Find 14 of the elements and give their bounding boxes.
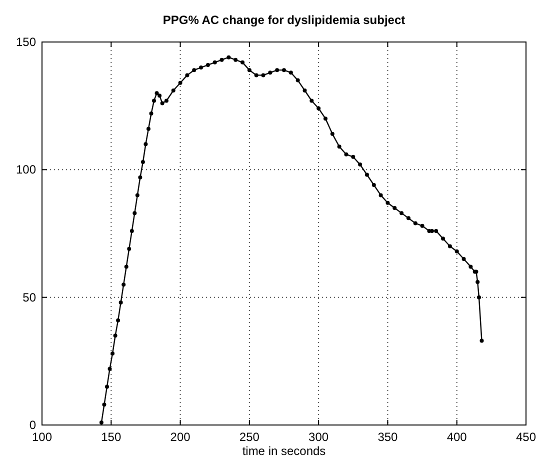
y-tick-label: 150 [16,35,36,49]
x-tick-label: 350 [378,430,398,444]
x-tick-label: 300 [308,430,329,444]
x-tick-label: 250 [239,430,260,444]
x-tick-label: 200 [170,430,191,444]
chart-title: PPG% AC change for dyslipidemia subject [162,13,406,27]
y-tick-label: 100 [16,162,36,177]
x-axis-title: time in seconds [242,444,326,458]
y-tick-label: 0 [29,418,36,432]
x-tick-label: 450 [516,430,536,444]
x-tick-label: 400 [446,430,468,444]
x-tick-label: 150 [101,430,122,444]
y-tick-label: 50 [22,290,36,304]
x-tick-label: 100 [32,430,52,444]
